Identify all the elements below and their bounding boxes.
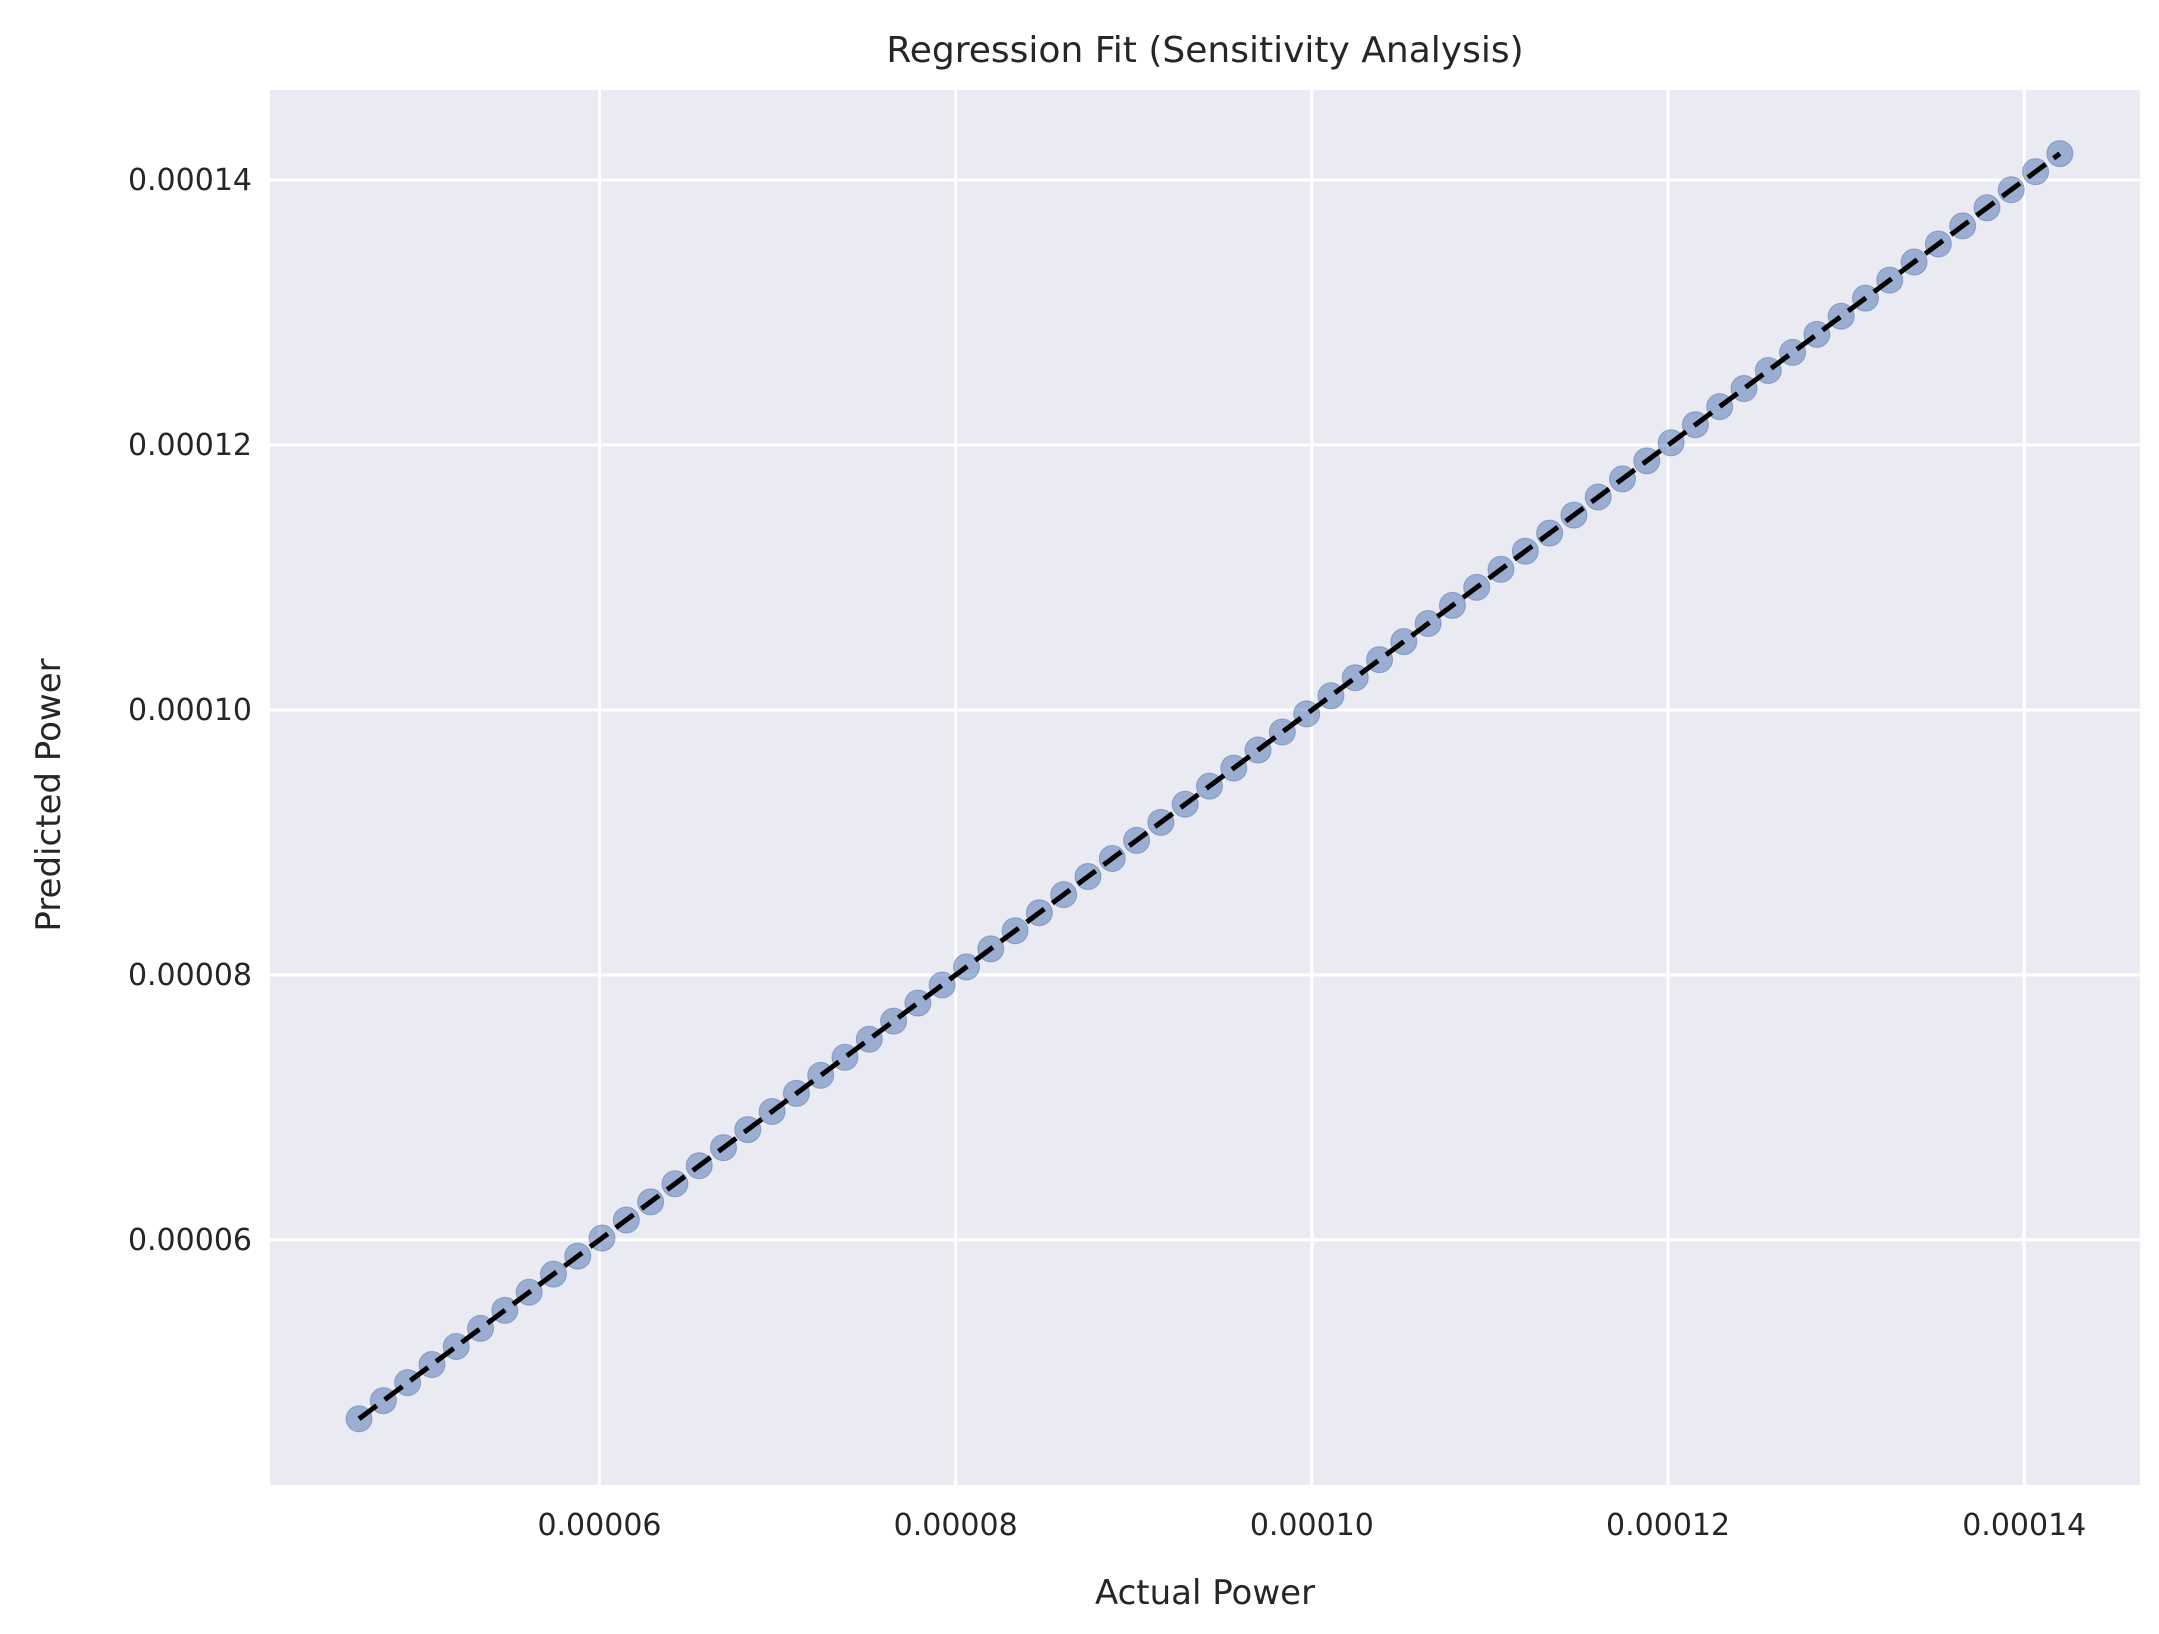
y-tick-label: 0.00010 xyxy=(128,693,252,728)
x-tick-label: 0.00014 xyxy=(1962,1508,2086,1543)
y-axis-label: Predicted Power xyxy=(29,658,69,931)
chart-title: Regression Fit (Sensitivity Analysis) xyxy=(886,30,1523,71)
y-tick-label: 0.00008 xyxy=(128,958,252,993)
x-tick-label: 0.00006 xyxy=(537,1508,661,1543)
x-axis-ticks: 0.00006 0.00008 0.00010 0.00012 0.00014 xyxy=(537,1508,2086,1543)
y-tick-label: 0.00014 xyxy=(128,163,252,198)
y-tick-label: 0.00006 xyxy=(128,1223,252,1258)
y-tick-label: 0.00012 xyxy=(128,428,252,463)
fit-line xyxy=(357,151,2062,1421)
grid xyxy=(270,90,2140,1485)
x-tick-label: 0.00010 xyxy=(1250,1508,1374,1543)
x-axis-label: Actual Power xyxy=(1095,1573,1315,1613)
x-tick-label: 0.00008 xyxy=(894,1508,1018,1543)
x-tick-label: 0.00012 xyxy=(1606,1508,1730,1543)
y-axis-ticks: 0.00006 0.00008 0.00010 0.00012 0.00014 xyxy=(128,163,252,1258)
